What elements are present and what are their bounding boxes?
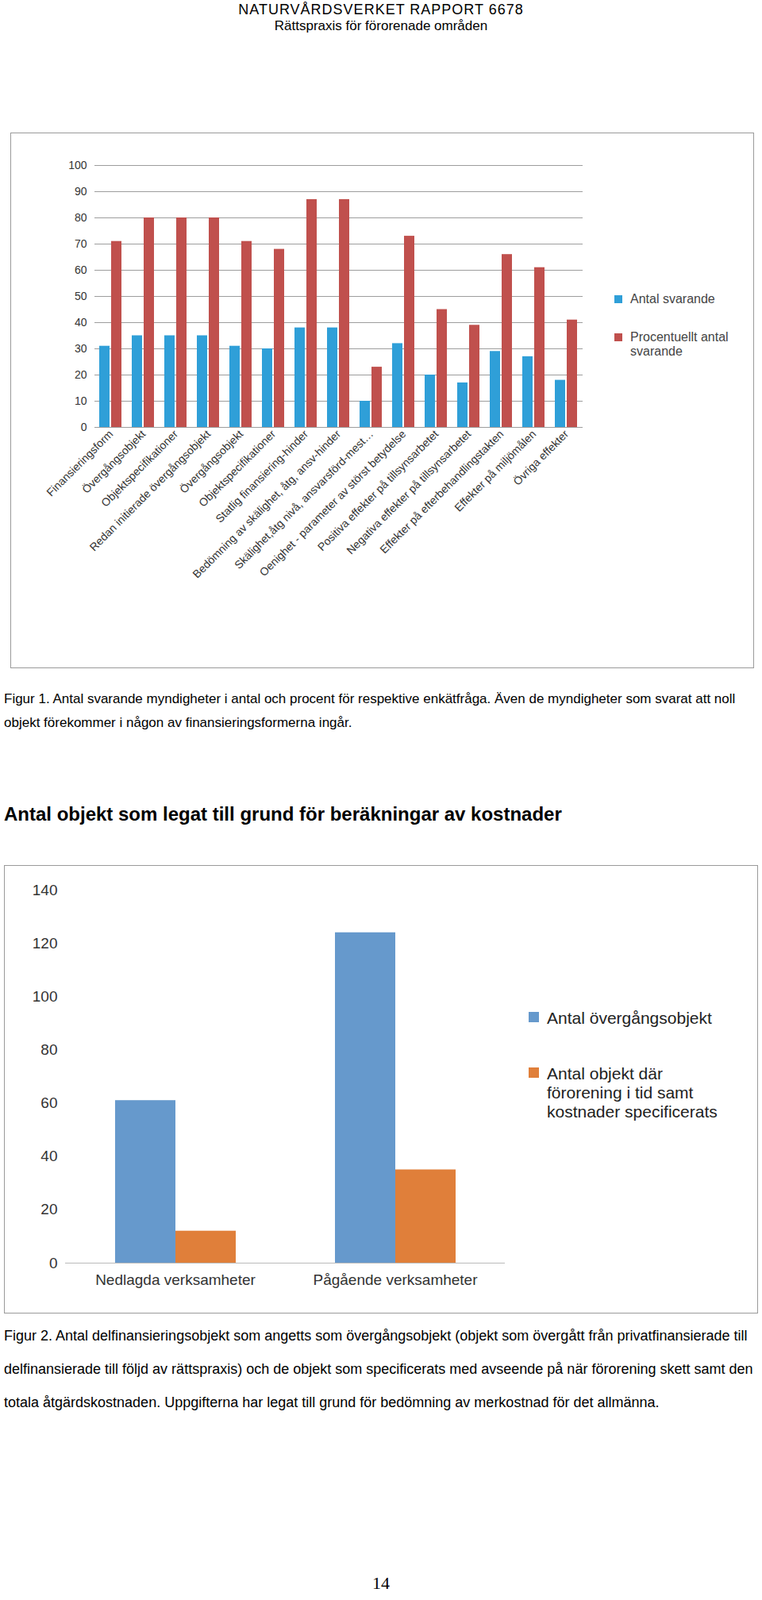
svg-text:Övergångsobjekt: Övergångsobjekt: [177, 427, 246, 496]
html-text:Figur 2. Antal delfinansiering: Figur 2. Antal delfinansieringsobjekt so…: [3, 1327, 753, 1411]
svg-text:Pågående verksamheter: Pågående verksamheter: [312, 1271, 478, 1289]
svg-text:120: 120: [32, 935, 58, 952]
svg-text:Objektspecifikationer: Objektspecifikationer: [98, 427, 181, 510]
svg-text:Positiva effekter på tillsynsa: Positiva effekter på tillsynsarbetet: [315, 427, 442, 554]
svg-text:Effekter på miljömålen: Effekter på miljömålen: [451, 427, 539, 514]
html-text:Antal svarande: Antal svarande: [630, 292, 715, 306]
svg-text:80: 80: [74, 211, 88, 224]
svg-text:0: 0: [49, 1254, 58, 1272]
svg-text:60: 60: [74, 263, 88, 277]
svg-text:Nedlagda verksamheter: Nedlagda verksamheter: [95, 1271, 256, 1289]
svg-text:Övriga effekter: Övriga effekter: [510, 427, 572, 489]
html-text:Antal övergångsobjekt: Antal övergångsobjekt: [546, 1008, 712, 1028]
html-text:Rättspraxis för förorenade omr: Rättspraxis för förorenade områden: [274, 18, 488, 34]
svg-text:0: 0: [80, 420, 88, 434]
svg-text:140: 140: [32, 881, 58, 899]
svg-text:Övergångsobjekt: Övergångsobjekt: [79, 427, 148, 496]
svg-text:40: 40: [74, 315, 88, 329]
svg-text:Objektspecifikationer: Objektspecifikationer: [196, 427, 279, 510]
svg-text:Skälighet,åtg nivå, ansvarsför: Skälighet,åtg nivå, ansvarsförd-mest…: [231, 427, 376, 572]
svg-text:Redan initierade övergångsobje: Redan initierade övergångsobjekt: [86, 427, 213, 554]
svg-text:80: 80: [40, 1041, 58, 1059]
html-text:14: 14: [372, 1573, 390, 1594]
svg-text:Oenighet - parameter av störst: Oenighet - parameter av störst betydelse: [256, 427, 409, 579]
svg-text:10: 10: [74, 394, 88, 408]
svg-text:Negativa effekter på tillsynsa: Negativa effekter på tillsynsarbetet: [343, 427, 474, 557]
svg-text:60: 60: [40, 1094, 58, 1112]
svg-text:30: 30: [74, 342, 88, 355]
svg-text:90: 90: [74, 184, 88, 198]
html-text:NATURVÅRDSVERKET RAPPORT 6678: NATURVÅRDSVERKET RAPPORT 6678: [238, 1, 524, 18]
html-text:Procentuellt antal svarande: Procentuellt antal svarande: [630, 330, 729, 358]
svg-text:Effekter på efterbehandlingsta: Effekter på efterbehandlingstakten: [377, 427, 506, 556]
svg-text:Statlig finansiering-hinder: Statlig finansiering-hinder: [212, 427, 311, 526]
svg-text:50: 50: [74, 289, 88, 303]
svg-text:100: 100: [68, 158, 88, 172]
svg-text:Finansieringsform: Finansieringsform: [43, 427, 116, 499]
svg-text:20: 20: [74, 368, 88, 381]
svg-text:70: 70: [74, 237, 88, 251]
svg-text:Bedömning av skälighet, åtg, a: Bedömning av skälighet, åtg, ansv-hinder: [189, 427, 343, 581]
html-text:Figur 1. Antal svarande myndig: Figur 1. Antal svarande myndigheter i an…: [3, 691, 736, 731]
html-text:Antal objekt där förorening i: Antal objekt där förorening i tid samt k…: [546, 1064, 718, 1121]
svg-text:100: 100: [32, 988, 58, 1005]
svg-text:40: 40: [40, 1147, 58, 1165]
svg-text:20: 20: [40, 1200, 58, 1218]
html-text:Antal objekt som legat till gr: Antal objekt som legat till grund för be…: [3, 803, 562, 825]
